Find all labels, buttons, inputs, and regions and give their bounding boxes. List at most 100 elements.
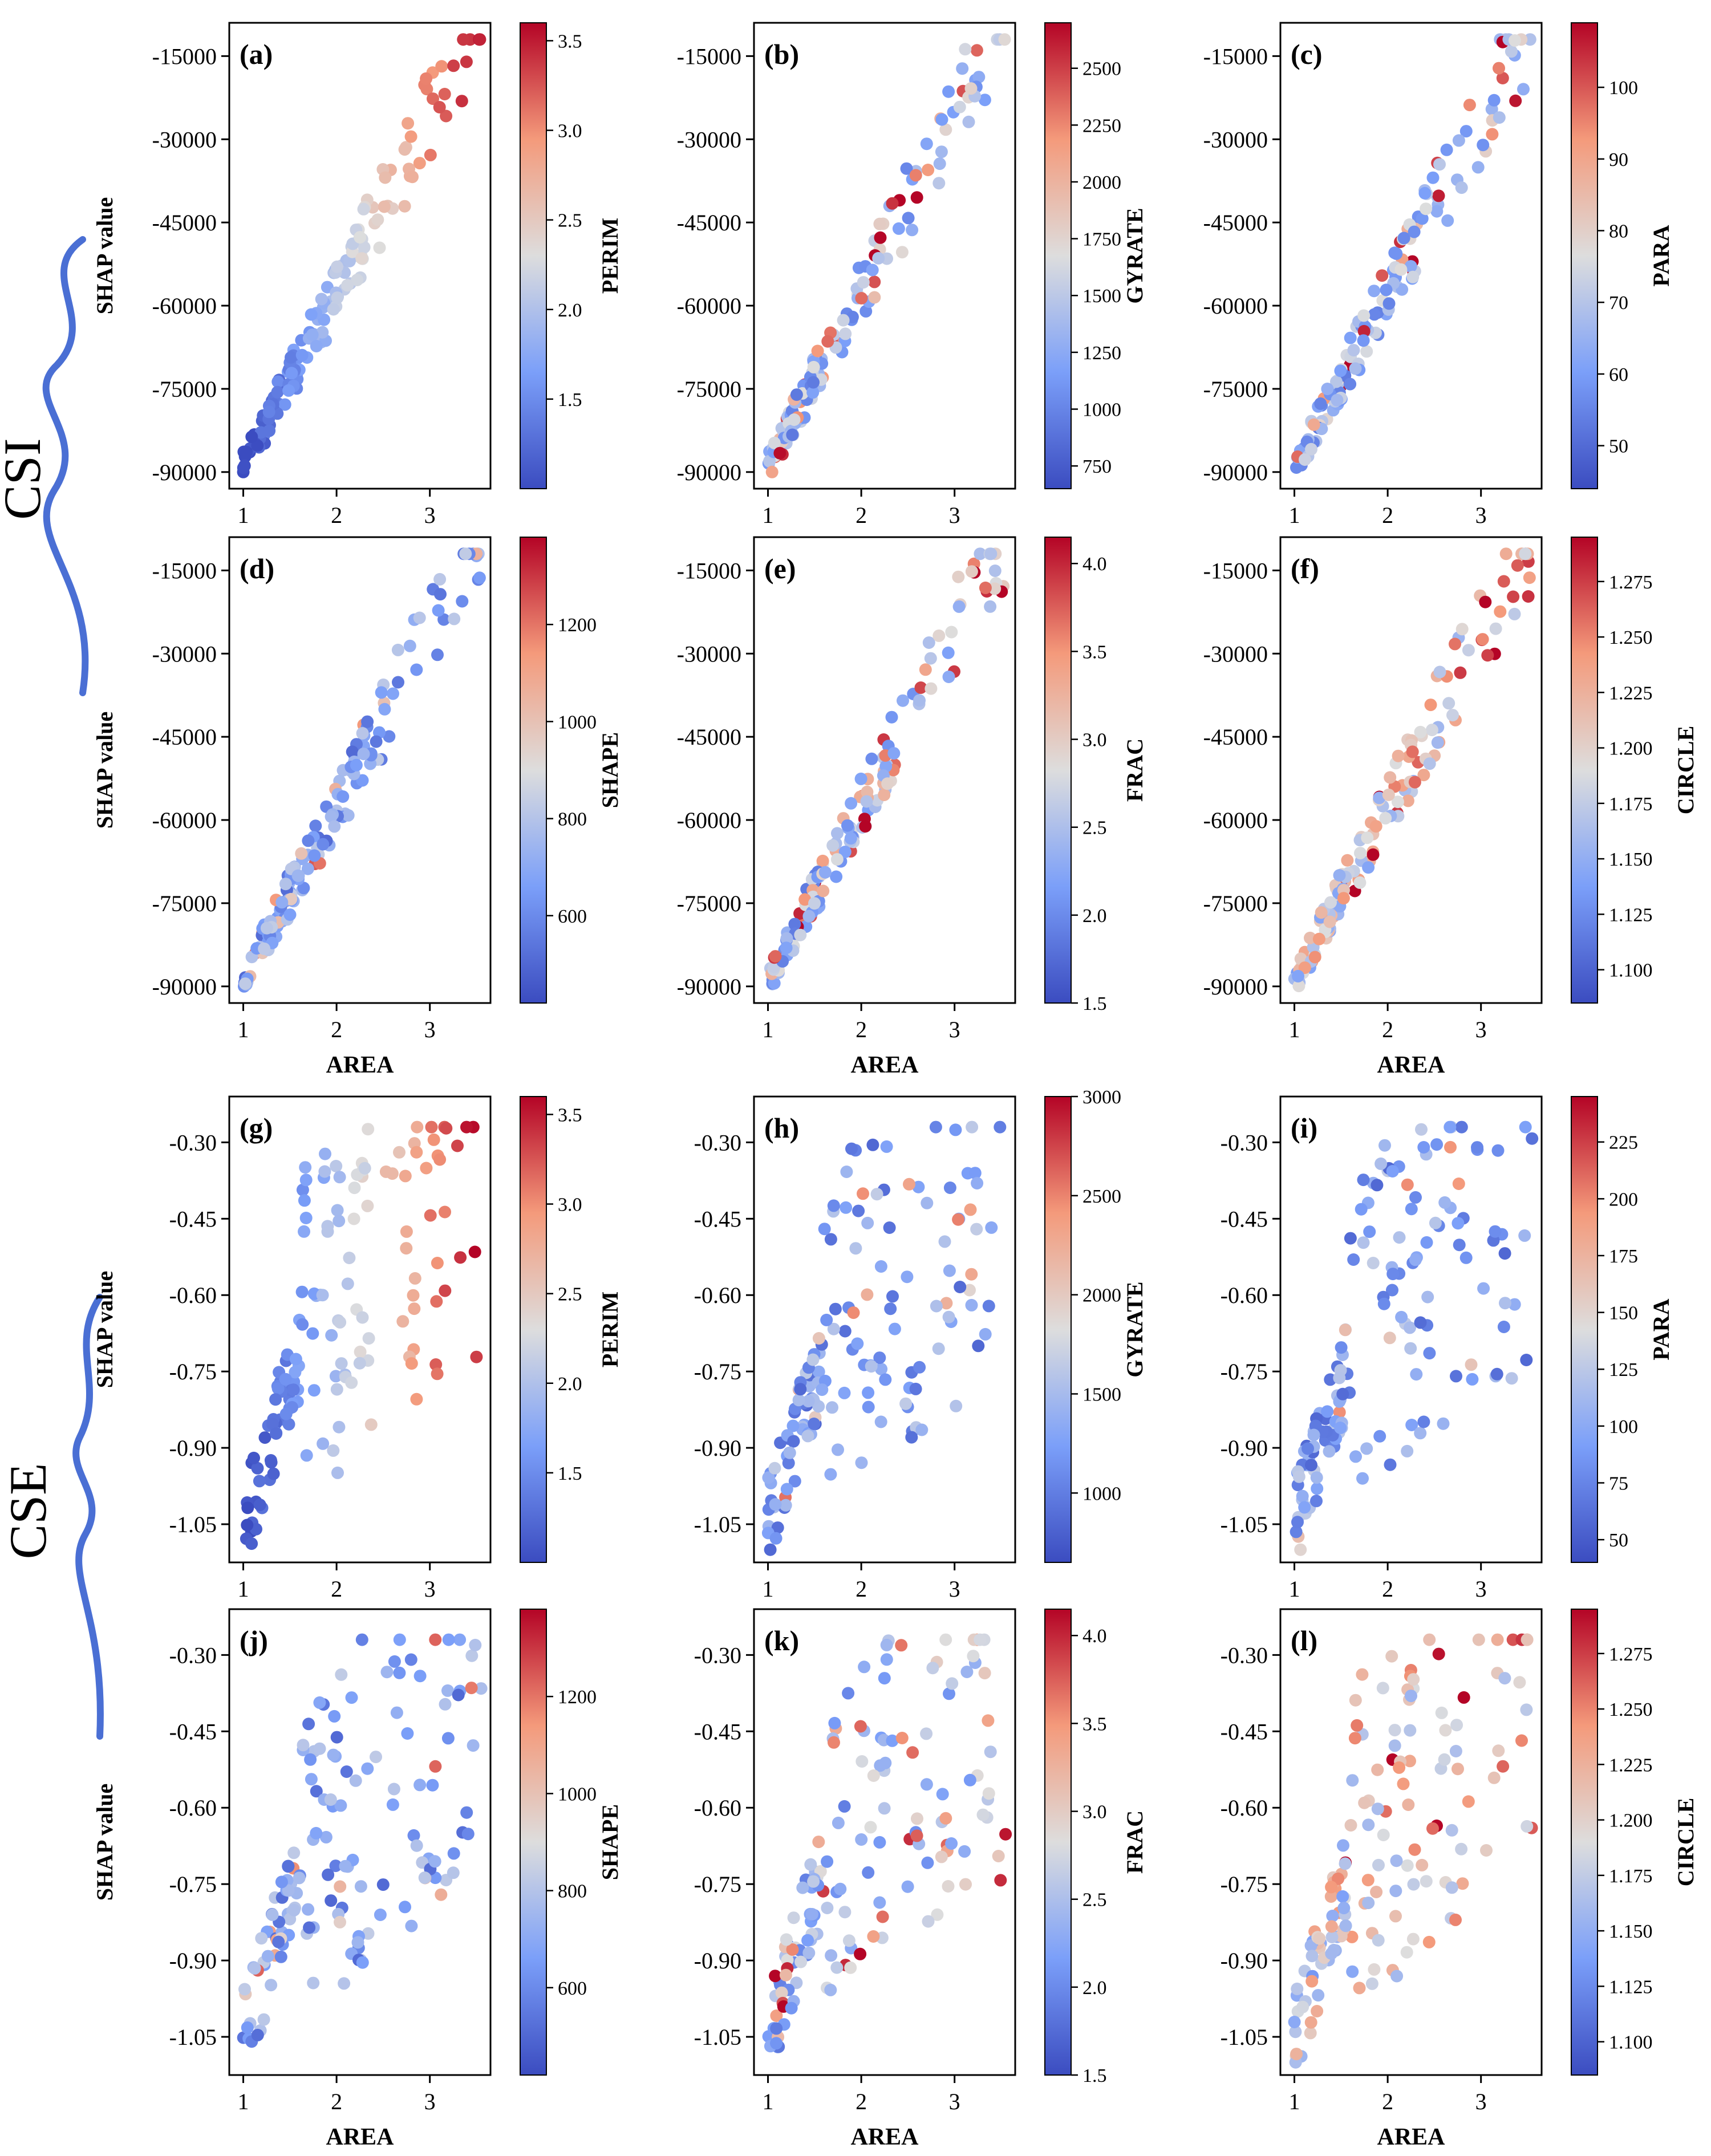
colorbar-tick-label: 3000 <box>1082 1087 1121 1108</box>
scatter-point <box>932 629 946 642</box>
scatter-point <box>1497 575 1510 588</box>
panel-g-label: (g) <box>240 1112 273 1144</box>
x-tick-label: 1 <box>763 502 774 528</box>
y-tick-label: -0.90 <box>1221 1948 1268 1974</box>
colorbar-tick-label: 100 <box>1609 1416 1638 1438</box>
y-tick-label: -0.75 <box>169 1359 217 1384</box>
scatter-point <box>361 1762 374 1775</box>
scatter-point <box>945 1837 958 1850</box>
scatter-point <box>788 917 801 931</box>
scatter-point <box>921 1856 934 1869</box>
scatter-point <box>942 1310 955 1323</box>
scatter-point <box>387 1783 400 1796</box>
panel-i: (i) 1 2 3 -1.05 -0.90 -0.75 -0.60 -0.45 -0.30 50 75… <box>1221 1095 1674 1602</box>
scatter-point <box>1519 547 1532 561</box>
scatter-point <box>1382 297 1396 310</box>
x-tick-label: 2 <box>1382 1017 1393 1042</box>
colorbar-tick-label: 1000 <box>558 1784 597 1805</box>
scatter-point <box>1405 1690 1417 1703</box>
scatter-point <box>965 1268 978 1281</box>
scatter-point <box>1292 969 1304 982</box>
scatter-point <box>1432 189 1445 202</box>
scatter-point <box>371 213 384 226</box>
panel-f-axes-frame <box>1279 536 1543 1004</box>
panel-k-xlabel: AREA <box>850 2124 919 2150</box>
scatter-point <box>353 1357 366 1370</box>
scatter-point <box>427 1133 440 1146</box>
scatter-point <box>812 1332 825 1345</box>
scatter-point <box>1291 1516 1304 1529</box>
scatter-point <box>261 1950 274 1963</box>
scatter-point <box>906 224 919 237</box>
panel-d-ylabel: SHAP value <box>92 712 117 829</box>
scatter-point <box>1452 1178 1465 1190</box>
scatter-point <box>1421 1290 1434 1304</box>
scatter-point <box>1402 1798 1415 1811</box>
scatter-point <box>794 928 807 941</box>
x-tick-label: 1 <box>1289 1576 1300 1602</box>
scatter-point <box>1344 377 1357 391</box>
scatter-point <box>1394 263 1408 276</box>
scatter-point <box>380 1666 394 1679</box>
panel-a-axes-frame <box>228 22 492 490</box>
scatter-point <box>1367 848 1380 861</box>
scatter-point <box>963 1773 976 1786</box>
scatter-point <box>438 88 451 100</box>
scatter-point <box>1395 1310 1408 1323</box>
scatter-point <box>818 866 832 879</box>
scatter-point <box>1442 697 1455 710</box>
scatter-point <box>1298 1501 1311 1514</box>
scatter-point <box>1349 1694 1362 1707</box>
scatter-point <box>238 459 251 472</box>
scatter-point <box>289 1366 302 1379</box>
scatter-point <box>914 681 927 694</box>
scatter-point <box>267 1467 280 1480</box>
colorbar-gradient <box>1044 1096 1072 1563</box>
scatter-point <box>355 252 368 265</box>
scatter-point <box>1479 595 1492 608</box>
scatter-point <box>845 797 858 810</box>
scatter-point <box>313 1696 326 1709</box>
scatter-point <box>301 862 314 875</box>
y-tick-label: -15000 <box>1203 558 1268 583</box>
scatter-point <box>335 1357 348 1370</box>
scatter-point <box>796 1881 809 1894</box>
scatter-point <box>779 1968 792 1982</box>
scatter-point <box>1383 1331 1396 1345</box>
x-tick-label: 3 <box>1475 1017 1487 1042</box>
scatter-point <box>400 1242 413 1255</box>
scatter-point <box>856 1755 869 1768</box>
scatter-point <box>348 1181 361 1195</box>
scatter-point <box>954 1281 967 1293</box>
scatter-point <box>942 646 955 659</box>
scatter-point <box>802 910 816 923</box>
colorbar-tick-label: 3.0 <box>1082 1802 1107 1823</box>
scatter-point <box>1523 33 1536 46</box>
scatter-point <box>1290 2048 1303 2061</box>
scatter-point <box>393 1146 406 1159</box>
scatter-point <box>1441 214 1454 227</box>
panel-d: (d) 1 2 3 -90000 -75000 -60000 -45000 -30000 -150… <box>92 536 623 1078</box>
colorbar-tick-label: 3.0 <box>558 1195 582 1216</box>
scatter-point <box>413 1779 427 1792</box>
scatter-point <box>838 1386 851 1399</box>
scatter-point <box>920 1778 933 1791</box>
scatter-point <box>886 1290 899 1303</box>
y-tick-label: -90000 <box>677 974 741 1000</box>
panel-j-ylabel: SHAP value <box>92 1784 117 1901</box>
scatter-point <box>979 581 992 594</box>
scatter-point <box>788 413 801 426</box>
colorbar-tick-label: 2.5 <box>1082 818 1107 839</box>
scatter-point <box>1463 99 1476 112</box>
scatter-point <box>325 1329 338 1342</box>
scatter-point <box>899 1397 913 1410</box>
scatter-point <box>851 1337 864 1350</box>
scatter-point <box>1292 980 1305 993</box>
scatter-point <box>1430 205 1444 218</box>
panel-g-ylabel: SHAP value <box>92 1271 117 1388</box>
scatter-point <box>1457 1691 1470 1704</box>
x-tick-label: 3 <box>1475 1576 1487 1602</box>
scatter-point <box>1368 285 1381 298</box>
scatter-point <box>1390 247 1403 260</box>
scatter-point <box>1401 1859 1414 1872</box>
